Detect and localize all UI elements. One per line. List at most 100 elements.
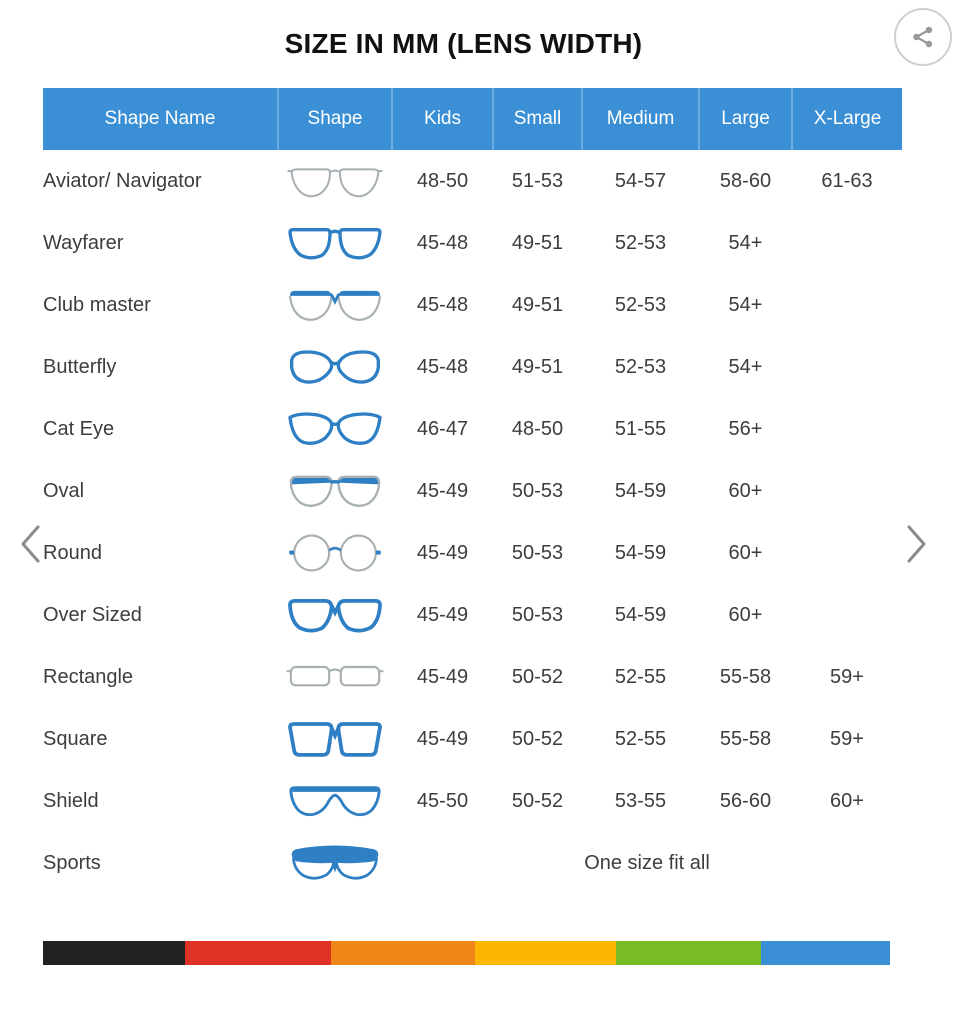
column-header-xlarge[interactable]: X-Large bbox=[792, 88, 902, 150]
color-segment-black bbox=[43, 941, 186, 965]
column-header-shape[interactable]: Shape bbox=[278, 88, 393, 150]
color-segment-blue bbox=[761, 941, 890, 965]
cell-large: 56-60 bbox=[719, 789, 772, 812]
cell-medium: 52-53 bbox=[614, 293, 667, 316]
cell-shape-name: Wayfarer bbox=[43, 231, 124, 254]
cell-shape-name: Oval bbox=[43, 479, 85, 502]
cell-small: 48-50 bbox=[511, 417, 564, 440]
page-title: SIZE IN MM (LENS WIDTH) bbox=[284, 28, 643, 59]
column-header-small[interactable]: Small bbox=[493, 88, 583, 150]
butterfly-glasses-icon bbox=[278, 336, 392, 398]
cell-xlarge: 61-63 bbox=[821, 169, 873, 192]
cell-xlarge: 59+ bbox=[830, 665, 864, 688]
column-header-medium[interactable]: Medium bbox=[582, 88, 700, 150]
table-row: Round 45-49 50-53 54-59 60+ bbox=[43, 522, 902, 584]
rectangle-glasses-icon bbox=[278, 646, 392, 708]
cell-small: 49-51 bbox=[511, 231, 564, 254]
cell-large: 54+ bbox=[728, 231, 763, 254]
cell-large: 58-60 bbox=[719, 169, 772, 192]
cell-medium: 52-53 bbox=[614, 355, 667, 378]
table-row: Butterfly 45-48 49-51 52-53 54+ bbox=[43, 336, 902, 398]
cell-shape-name: Rectangle bbox=[43, 665, 134, 688]
carousel-prev-button[interactable] bbox=[12, 521, 52, 567]
table-body: Aviator/ Navigator 48-50 51-53 54-57 58-60 61… bbox=[43, 150, 902, 894]
chevron-left-icon bbox=[12, 521, 52, 567]
cell-kids: 46-47 bbox=[416, 417, 469, 440]
cell-xlarge bbox=[792, 274, 902, 336]
cell-shape-name: Club master bbox=[43, 293, 151, 316]
clubmaster-glasses-icon bbox=[278, 274, 392, 336]
sports-glasses-icon bbox=[278, 832, 392, 894]
table-row: Shield 45-50 50-52 53-55 56-60 60+ bbox=[43, 770, 902, 832]
cell-medium: 54-59 bbox=[614, 541, 667, 564]
cell-kids: 45-48 bbox=[416, 355, 469, 378]
cell-medium: 54-57 bbox=[614, 169, 667, 192]
column-header-kids[interactable]: Kids bbox=[392, 88, 494, 150]
table-row: Square 45-49 50-52 52-55 55-58 59+ bbox=[43, 708, 902, 770]
cell-large: 54+ bbox=[728, 293, 763, 316]
chevron-right-icon bbox=[895, 521, 935, 567]
cell-medium: 52-55 bbox=[614, 727, 667, 750]
cell-kids: 45-49 bbox=[416, 541, 469, 564]
shield-glasses-icon bbox=[278, 770, 392, 832]
cell-large: 55-58 bbox=[719, 665, 772, 688]
round-glasses-icon bbox=[278, 522, 392, 584]
title-bar: SIZE IN MM (LENS WIDTH) bbox=[43, 0, 952, 88]
table-row: Cat Eye 46-47 48-50 51-55 56+ bbox=[43, 398, 902, 460]
cell-small: 51-53 bbox=[511, 169, 564, 192]
cell-small: 50-53 bbox=[511, 603, 564, 626]
cell-shape-name: Sports bbox=[43, 851, 101, 874]
cell-shape-name: Butterfly bbox=[43, 355, 117, 378]
table-row: Oval 45-49 50-53 54-59 60+ bbox=[43, 460, 902, 522]
cell-shape-name: Aviator/ Navigator bbox=[43, 169, 202, 192]
share-icon bbox=[910, 24, 936, 50]
cell-kids: 45-49 bbox=[416, 665, 469, 688]
cell-small: 49-51 bbox=[511, 293, 564, 316]
header-row: Shape Name Shape Kids Small Medium Large… bbox=[43, 88, 902, 150]
cell-small: 50-52 bbox=[511, 727, 564, 750]
oval-glasses-icon bbox=[278, 460, 392, 522]
oversized-glasses-icon bbox=[278, 584, 392, 646]
cell-kids: 45-49 bbox=[416, 727, 469, 750]
cell-shape-name: Cat Eye bbox=[43, 417, 115, 440]
cell-xlarge bbox=[792, 212, 902, 274]
cell-medium: 52-53 bbox=[614, 231, 667, 254]
color-segment-red bbox=[185, 941, 331, 965]
size-chart-table: Shape Name Shape Kids Small Medium Large… bbox=[43, 88, 902, 894]
cell-kids: 45-50 bbox=[416, 789, 469, 812]
color-bar bbox=[43, 941, 890, 965]
cell-medium: 52-55 bbox=[614, 665, 667, 688]
cell-large: 55-58 bbox=[719, 727, 772, 750]
cell-medium: 51-55 bbox=[614, 417, 667, 440]
cell-shape-name: Round bbox=[43, 541, 102, 564]
cell-shape-name: Shield bbox=[43, 789, 99, 812]
share-button[interactable] bbox=[894, 8, 952, 66]
cell-shape-name: Square bbox=[43, 727, 108, 750]
color-segment-green bbox=[615, 941, 762, 965]
table-row: Wayfarer 45-48 49-51 52-53 54+ bbox=[43, 212, 902, 274]
cell-xlarge: 59+ bbox=[830, 727, 864, 750]
table-header: Shape Name Shape Kids Small Medium Large… bbox=[43, 88, 902, 150]
color-segment-orange bbox=[330, 941, 475, 965]
cateye-glasses-icon bbox=[278, 398, 392, 460]
cell-small: 50-52 bbox=[511, 789, 564, 812]
cell-xlarge bbox=[792, 398, 902, 460]
column-header-large[interactable]: Large bbox=[699, 88, 793, 150]
cell-small: 50-53 bbox=[511, 479, 564, 502]
cell-kids: 45-49 bbox=[416, 603, 469, 626]
cell-xlarge bbox=[792, 336, 902, 398]
cell-medium: 54-59 bbox=[614, 603, 667, 626]
carousel-next-button[interactable] bbox=[895, 521, 935, 567]
aviator-glasses-icon bbox=[278, 150, 392, 212]
table-row: Aviator/ Navigator 48-50 51-53 54-57 58-60 61… bbox=[43, 150, 902, 212]
column-header-shape-name[interactable]: Shape Name bbox=[43, 88, 279, 150]
cell-xlarge: 60+ bbox=[830, 789, 864, 812]
cell-large: 60+ bbox=[728, 479, 763, 502]
cell-large: 60+ bbox=[728, 603, 763, 626]
cell-xlarge bbox=[792, 522, 902, 584]
cell-medium: 54-59 bbox=[614, 479, 667, 502]
cell-shape-name: Over Sized bbox=[43, 603, 142, 626]
cell-large: 54+ bbox=[728, 355, 763, 378]
cell-kids: 45-48 bbox=[416, 231, 469, 254]
